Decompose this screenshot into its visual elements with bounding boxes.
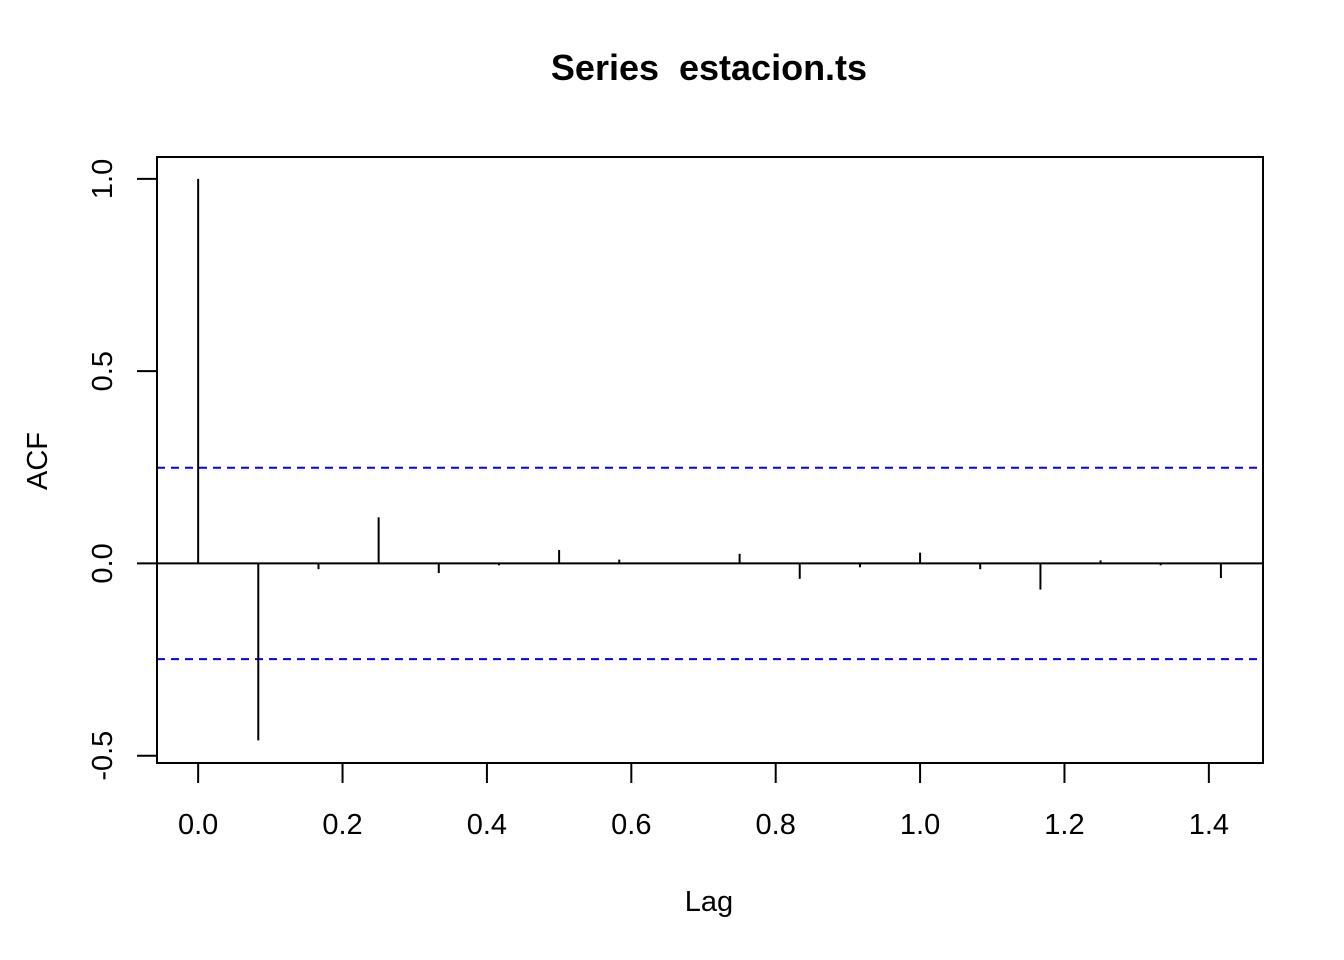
x-tick-label: 1.0 bbox=[900, 809, 940, 841]
x-tick-label: 1.4 bbox=[1189, 809, 1229, 841]
y-tick-label: -0.5 bbox=[87, 731, 119, 781]
x-tick-label: 0.8 bbox=[756, 809, 796, 841]
y-tick-label: 0.5 bbox=[87, 351, 119, 391]
x-tick-label: 1.2 bbox=[1044, 809, 1084, 841]
y-axis: -0.5 0.0 0.5 1.0 bbox=[87, 159, 158, 781]
x-tick-label: 0.6 bbox=[611, 809, 651, 841]
y-axis-label: ACF bbox=[22, 432, 54, 490]
x-tick-label: 0.2 bbox=[322, 809, 362, 841]
confidence-bounds bbox=[157, 466, 1263, 661]
x-axis-label: Lag bbox=[685, 886, 733, 918]
chart-title: Series estacion.ts bbox=[551, 47, 867, 88]
y-tick-label: 1.0 bbox=[87, 159, 119, 199]
x-tick-label: 0.0 bbox=[178, 809, 218, 841]
y-tick-label: 0.0 bbox=[87, 543, 119, 583]
x-tick-label: 0.4 bbox=[467, 809, 507, 841]
x-axis: 0.0 0.2 0.4 0.6 0.8 1.0 1.2 1.4 bbox=[178, 762, 1229, 841]
acf-bars bbox=[197, 178, 1222, 741]
